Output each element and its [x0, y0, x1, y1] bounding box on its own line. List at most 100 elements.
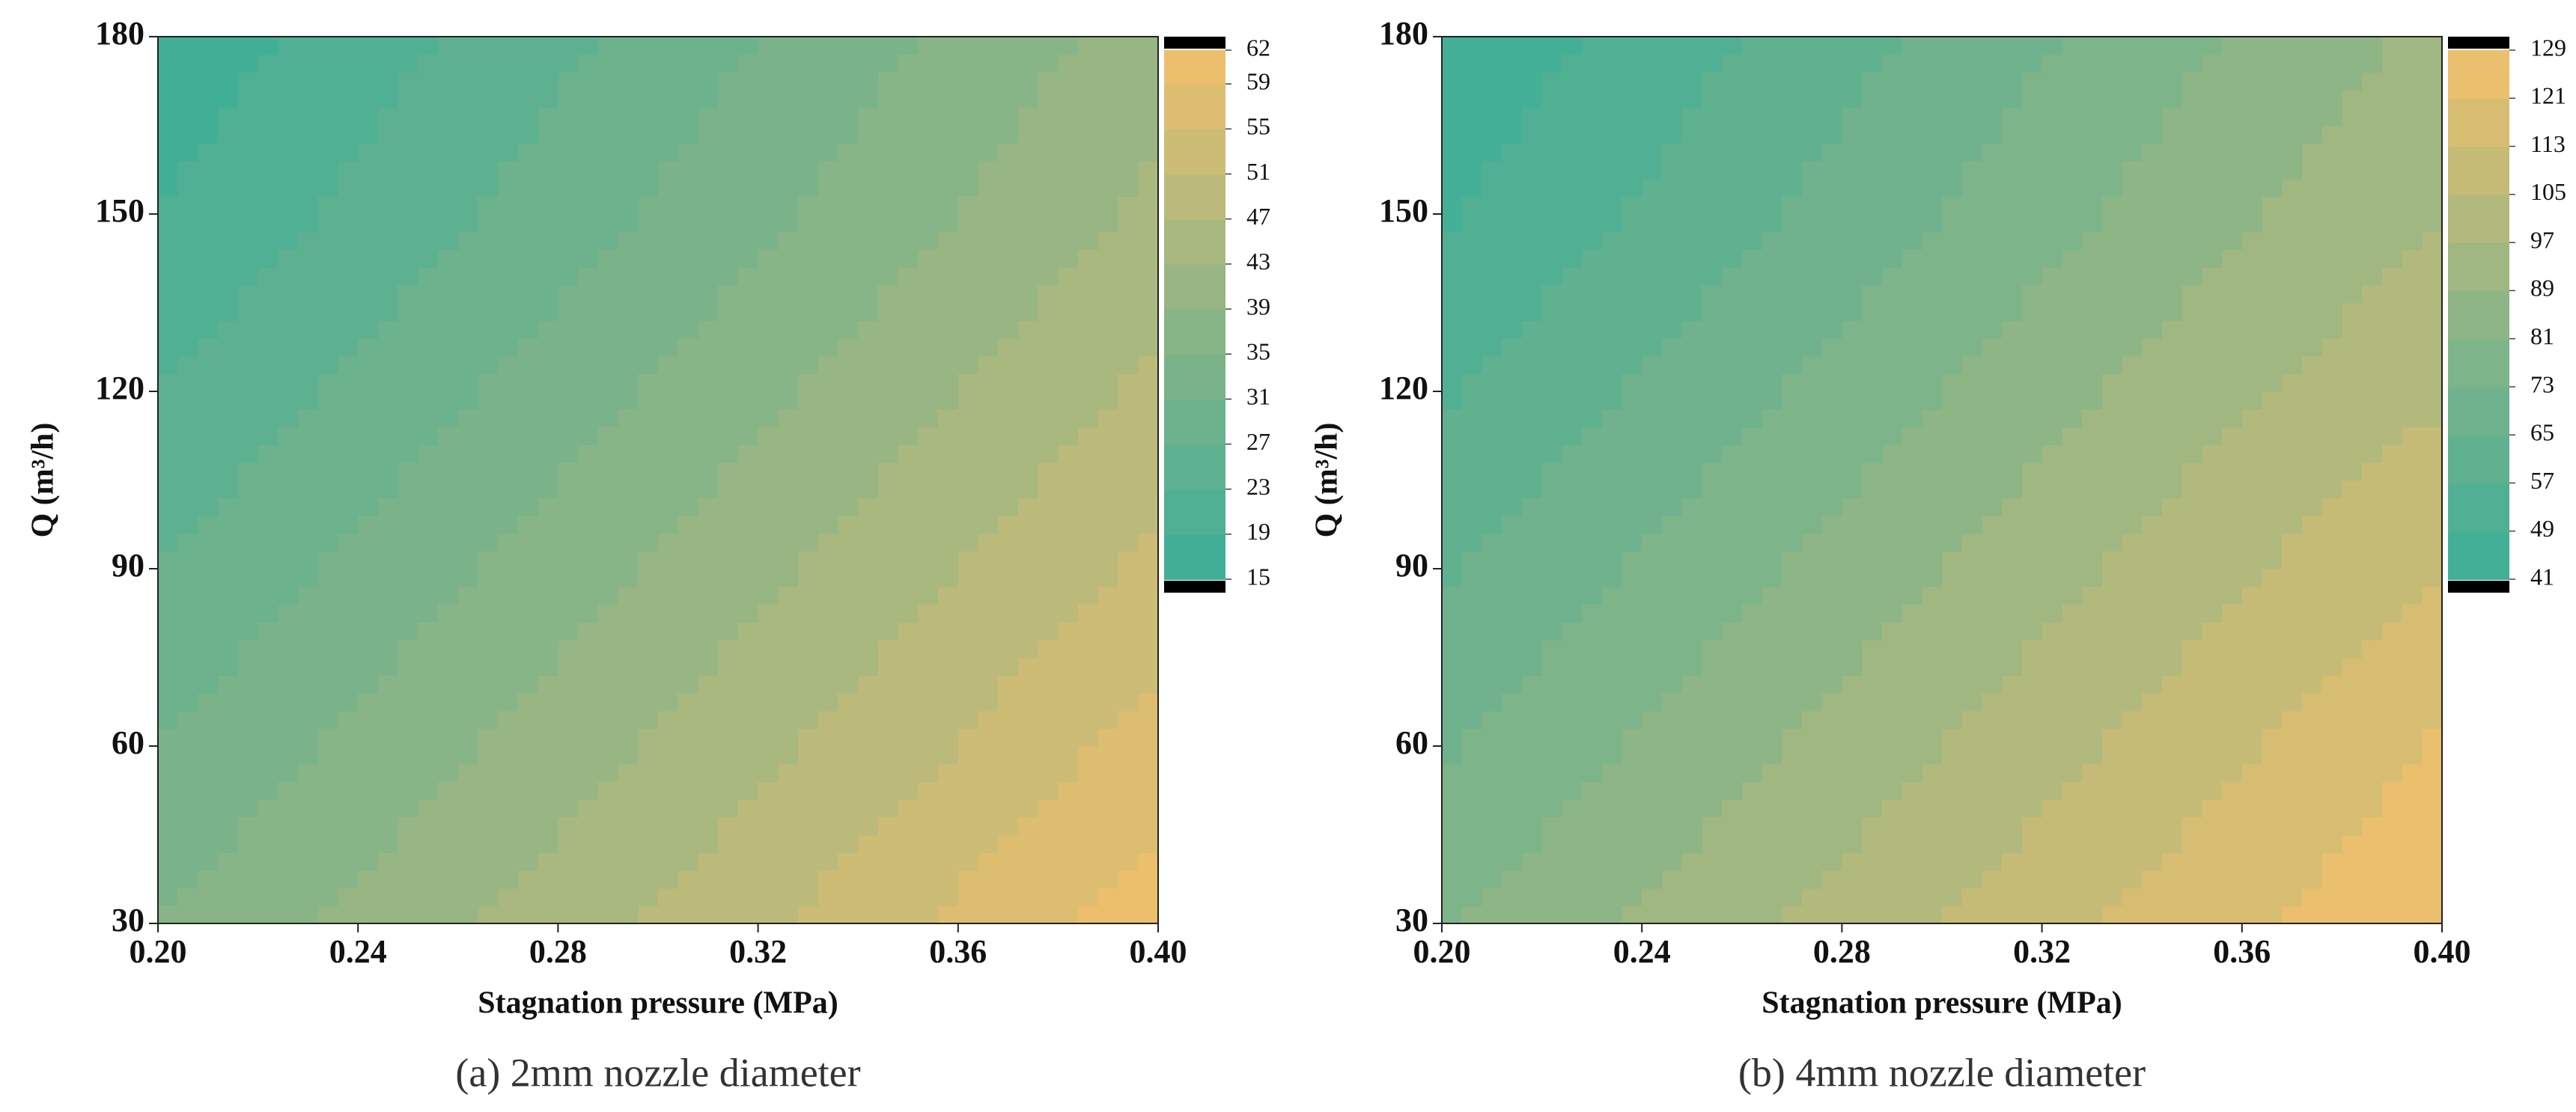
contour-cell: [817, 196, 839, 215]
contour-cell: [2342, 781, 2363, 800]
contour-cell: [1862, 816, 1883, 836]
contour-cell: [517, 852, 539, 871]
colorbar-label: 59: [1246, 67, 1270, 94]
contour-cell: [278, 196, 299, 215]
contour-cell: [978, 284, 999, 304]
contour-cell: [2202, 604, 2223, 623]
contour-cell: [1681, 710, 1703, 730]
contour-cell: [358, 462, 379, 481]
contour-cell: [338, 462, 359, 481]
contour-cell: [1078, 37, 1099, 55]
contour-cell: [877, 196, 899, 215]
contour-cell: [1801, 337, 1823, 357]
contour-cell: [798, 72, 819, 91]
contour-cell: [978, 622, 999, 641]
contour-cell: [1982, 373, 2003, 392]
contour-cell: [1502, 391, 1523, 410]
contour-cell: [618, 870, 639, 889]
contour-cell: [1661, 196, 1683, 215]
contour-cell: [698, 445, 719, 463]
contour-cell: [2181, 622, 2203, 641]
contour-cell: [298, 852, 319, 871]
contour-cell: [658, 143, 679, 162]
contour-cell: [377, 480, 399, 498]
contour-cell: [2381, 799, 2403, 818]
colorbar-label: 31: [1246, 383, 1270, 410]
contour-cell: [1058, 143, 1079, 162]
contour-cell: [1582, 622, 1603, 641]
contour-cell: [898, 657, 919, 676]
contour-cell: [998, 710, 1019, 730]
contour-cell: [1541, 90, 1563, 109]
contour-cell: [1461, 551, 1483, 569]
contour-cell: [278, 657, 299, 676]
contour-cell: [2202, 143, 2223, 162]
contour-cell: [1502, 320, 1523, 339]
contour-cell: [2122, 746, 2143, 765]
contour-cell: [898, 551, 919, 569]
contour-cell: [1078, 445, 1099, 463]
contour-cell: [2101, 639, 2123, 659]
contour-cell: [2122, 622, 2143, 641]
contour-cell: [1582, 657, 1603, 676]
contour-cell: [2241, 249, 2263, 268]
contour-cell: [438, 196, 459, 215]
contour-cell: [877, 355, 899, 375]
contour-cell: [2142, 143, 2163, 162]
contour-cell: [498, 90, 519, 109]
contour-cell: [1097, 622, 1119, 641]
contour-cell: [658, 710, 679, 730]
contour-cell: [798, 355, 819, 375]
contour-cell: [1741, 604, 1763, 623]
contour-cell: [517, 355, 539, 375]
contour-cell: [1038, 586, 1059, 605]
contour-cell: [258, 37, 279, 55]
contour-cell: [218, 799, 239, 818]
contour-cell: [2062, 639, 2083, 659]
contour-cell: [2082, 569, 2103, 587]
contour-cell: [1702, 728, 1723, 747]
contour-cell: [2041, 675, 2063, 694]
contour-cell: [2222, 160, 2243, 180]
contour-cell: [978, 355, 999, 375]
contour-cell: [1582, 355, 1603, 375]
contour-cell: [918, 799, 939, 818]
contour-cell: [2381, 746, 2403, 765]
contour-cell: [198, 852, 219, 871]
contour-cell: [1461, 462, 1483, 481]
contour-cell: [838, 355, 859, 375]
contour-cell: [2222, 445, 2243, 463]
contour-cell: [1521, 586, 1543, 605]
contour-cell: [817, 533, 839, 552]
contour-cell: [2002, 870, 2023, 889]
contour-cell: [2122, 781, 2143, 800]
contour-cell: [1562, 675, 1583, 694]
contour-cell: [1502, 604, 1523, 623]
contour-cell: [1881, 657, 1903, 676]
contour-cell: [478, 409, 499, 428]
contour-cell: [2402, 710, 2423, 730]
contour-cell: [1058, 214, 1079, 233]
contour-cell: [2381, 337, 2403, 357]
contour-cell: [298, 107, 319, 126]
contour-cell: [898, 622, 919, 641]
contour-cell: [898, 391, 919, 410]
contour-cell: [2021, 196, 2043, 215]
contour-cell: [1017, 462, 1039, 481]
contour-cell: [798, 231, 819, 251]
contour-cell: [1901, 302, 1923, 321]
contour-cell: [1118, 639, 1139, 659]
contour-cell: [558, 816, 579, 836]
contour-cell: [2342, 337, 2363, 357]
contour-cell: [698, 657, 719, 676]
contour-cell: [1862, 870, 1883, 889]
contour-cell: [1521, 231, 1543, 251]
contour-cell: [1942, 888, 1963, 907]
contour-cell: [438, 302, 459, 321]
contour-cell: [377, 37, 399, 55]
contour-cell: [978, 905, 999, 924]
contour-cell: [2082, 409, 2103, 428]
contour-cell: [177, 445, 199, 463]
contour-cell: [1782, 799, 1803, 818]
contour-cell: [1801, 622, 1823, 641]
